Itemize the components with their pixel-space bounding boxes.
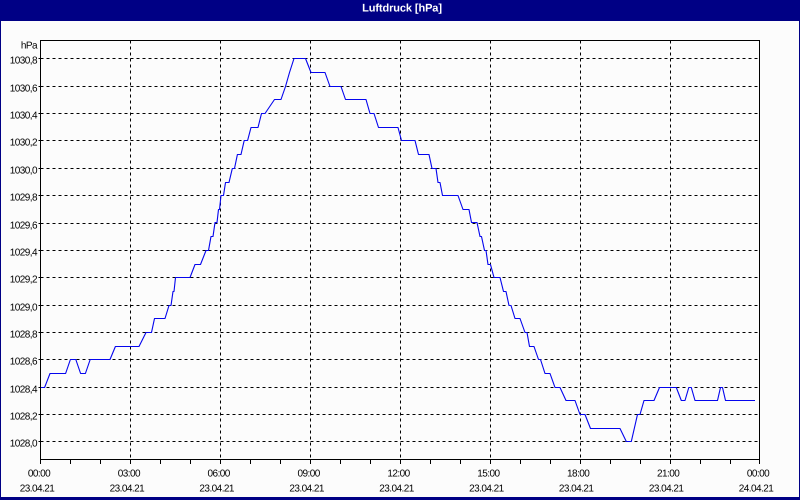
svg-text:23.04.21: 23.04.21 bbox=[20, 484, 56, 495]
svg-text:21:00: 21:00 bbox=[657, 468, 680, 479]
svg-text:1029,2: 1029,2 bbox=[10, 274, 38, 285]
svg-text:1030,8: 1030,8 bbox=[10, 55, 38, 66]
svg-text:09:00: 09:00 bbox=[297, 468, 320, 479]
svg-text:1028,0: 1028,0 bbox=[10, 438, 38, 449]
svg-text:15:00: 15:00 bbox=[477, 468, 500, 479]
svg-text:03:00: 03:00 bbox=[118, 468, 141, 479]
svg-text:1028,4: 1028,4 bbox=[10, 384, 38, 395]
svg-text:Luftdruck [hPa]: Luftdruck [hPa] bbox=[362, 3, 442, 15]
svg-text:1030,6: 1030,6 bbox=[10, 83, 38, 94]
svg-text:24.04.21: 24.04.21 bbox=[739, 484, 775, 495]
svg-text:1029,6: 1029,6 bbox=[10, 220, 38, 231]
svg-text:18:00: 18:00 bbox=[567, 468, 590, 479]
svg-text:23.04.21: 23.04.21 bbox=[289, 484, 325, 495]
svg-text:1028,2: 1028,2 bbox=[10, 411, 38, 422]
svg-text:00:00: 00:00 bbox=[747, 468, 770, 479]
svg-text:1030,2: 1030,2 bbox=[10, 137, 38, 148]
svg-text:1030,0: 1030,0 bbox=[10, 165, 38, 176]
svg-text:23.04.21: 23.04.21 bbox=[199, 484, 235, 495]
svg-text:23.04.21: 23.04.21 bbox=[110, 484, 146, 495]
svg-text:00:00: 00:00 bbox=[28, 468, 51, 479]
svg-text:1028,6: 1028,6 bbox=[10, 356, 38, 367]
svg-text:23.04.21: 23.04.21 bbox=[379, 484, 415, 495]
svg-text:hPa: hPa bbox=[21, 41, 38, 52]
svg-text:1029,0: 1029,0 bbox=[10, 302, 38, 313]
svg-text:1029,4: 1029,4 bbox=[10, 247, 38, 258]
svg-text:23.04.21: 23.04.21 bbox=[469, 484, 505, 495]
svg-text:06:00: 06:00 bbox=[208, 468, 231, 479]
svg-text:1029,8: 1029,8 bbox=[10, 192, 38, 203]
svg-text:23.04.21: 23.04.21 bbox=[559, 484, 595, 495]
svg-text:12:00: 12:00 bbox=[387, 468, 410, 479]
svg-text:1028,8: 1028,8 bbox=[10, 329, 38, 340]
svg-text:23.04.21: 23.04.21 bbox=[649, 484, 685, 495]
svg-text:1030,4: 1030,4 bbox=[10, 110, 38, 121]
